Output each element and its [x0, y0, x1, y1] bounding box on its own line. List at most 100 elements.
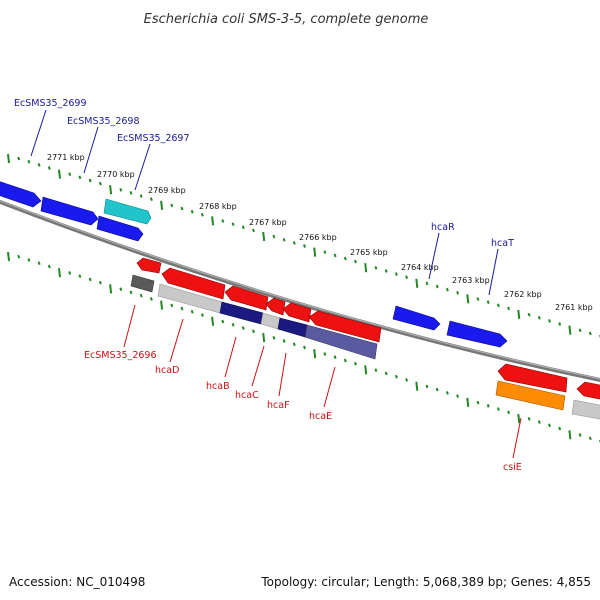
- major-tick: [109, 284, 113, 294]
- minor-tick: [27, 258, 31, 262]
- leader-line: [323, 366, 336, 408]
- minor-tick: [333, 355, 337, 360]
- minor-tick: [456, 394, 460, 398]
- major-tick: [109, 185, 113, 195]
- major-tick: [58, 268, 61, 278]
- gene-arrow[interactable]: [103, 198, 152, 225]
- gene-label: hcaE: [309, 411, 332, 422]
- minor-tick: [272, 234, 276, 239]
- minor-tick: [476, 400, 480, 405]
- minor-tick: [445, 287, 449, 292]
- major-tick: [160, 300, 164, 310]
- minor-tick: [374, 265, 378, 270]
- minor-tick: [221, 219, 225, 223]
- forward-gene-track: [0, 180, 508, 348]
- minor-tick: [445, 391, 449, 395]
- minor-tick: [231, 222, 235, 227]
- gene-arrow[interactable]: [446, 320, 508, 348]
- scale-label: 2763 kbp: [452, 276, 490, 285]
- minor-tick: [17, 254, 21, 259]
- topology-summary: Topology: circular; Length: 5,068,389 bp…: [260, 575, 591, 589]
- scale-label: 2762 kbp: [504, 290, 542, 299]
- gene-label: hcaF: [267, 400, 290, 411]
- scale-label: 2771 kbp: [47, 153, 85, 162]
- minor-tick: [17, 156, 21, 161]
- major-tick: [160, 200, 164, 210]
- gene-label: csiE: [503, 462, 522, 473]
- minor-tick: [323, 352, 327, 356]
- minor-tick: [119, 187, 123, 192]
- feature-block[interactable]: [495, 380, 566, 411]
- minor-tick: [241, 326, 245, 330]
- gene-arrow[interactable]: [392, 305, 441, 331]
- feature-block[interactable]: [304, 324, 378, 360]
- minor-tick: [486, 403, 490, 408]
- feature-block[interactable]: [277, 317, 308, 338]
- gene-arrow[interactable]: [282, 302, 312, 323]
- minor-tick: [231, 322, 235, 327]
- minor-tick: [180, 306, 184, 311]
- minor-tick: [496, 407, 500, 411]
- minor-tick: [170, 203, 174, 208]
- gene-arrow[interactable]: [136, 257, 162, 274]
- scale-label: 2768 kbp: [199, 202, 237, 211]
- minor-tick: [558, 322, 562, 326]
- minor-tick: [303, 345, 306, 350]
- minor-tick: [27, 159, 31, 164]
- minor-tick: [272, 335, 276, 340]
- gene-label: EcSMS35_2696: [84, 350, 157, 361]
- minor-tick: [149, 297, 153, 301]
- leader-line: [512, 417, 522, 459]
- major-tick: [517, 413, 521, 424]
- feature-block[interactable]: [260, 312, 281, 330]
- minor-tick: [98, 280, 102, 285]
- gene-arrow[interactable]: [224, 285, 269, 311]
- minor-tick: [88, 277, 92, 282]
- minor-tick: [149, 197, 153, 202]
- minor-tick: [68, 172, 72, 177]
- minor-tick: [180, 206, 184, 211]
- gene-label: hcaT: [491, 238, 514, 249]
- gene-arrow[interactable]: [497, 363, 568, 393]
- gene-arrow[interactable]: [265, 297, 286, 316]
- leader-line: [251, 345, 265, 387]
- gene-label: EcSMS35_2697: [117, 133, 190, 144]
- minor-tick: [354, 259, 357, 264]
- minor-tick: [37, 261, 41, 266]
- leader-line: [224, 336, 237, 378]
- minor-tick: [47, 264, 51, 269]
- major-tick: [466, 294, 470, 304]
- minor-tick: [88, 178, 92, 183]
- minor-tick: [292, 342, 296, 347]
- minor-tick: [119, 287, 123, 292]
- major-tick: [568, 325, 572, 335]
- gene-arrow[interactable]: [40, 196, 99, 226]
- gene-arrow[interactable]: [0, 180, 42, 208]
- major-tick: [313, 349, 317, 359]
- minor-tick: [456, 290, 460, 295]
- minor-tick: [578, 328, 582, 333]
- minor-tick: [78, 175, 82, 180]
- gene-arrow[interactable]: [161, 267, 226, 300]
- minor-tick: [241, 225, 245, 230]
- minor-tick: [78, 274, 82, 279]
- minor-tick: [37, 163, 41, 167]
- major-tick: [7, 153, 10, 164]
- minor-tick: [527, 312, 531, 317]
- gene-arrow[interactable]: [308, 310, 382, 343]
- minor-tick: [496, 303, 500, 308]
- feature-block[interactable]: [571, 399, 600, 420]
- minor-tick: [170, 303, 174, 308]
- gene-arrow[interactable]: [96, 215, 144, 242]
- gene-arrow[interactable]: [576, 381, 600, 400]
- major-tick: [262, 231, 266, 242]
- scale-label: 2761 kbp: [555, 303, 593, 312]
- major-tick: [517, 309, 521, 320]
- leader-line: [488, 248, 499, 296]
- minor-tick: [343, 256, 347, 261]
- minor-tick: [548, 319, 551, 323]
- minor-tick: [507, 410, 511, 415]
- minor-tick: [139, 293, 143, 298]
- feature-block[interactable]: [130, 274, 155, 293]
